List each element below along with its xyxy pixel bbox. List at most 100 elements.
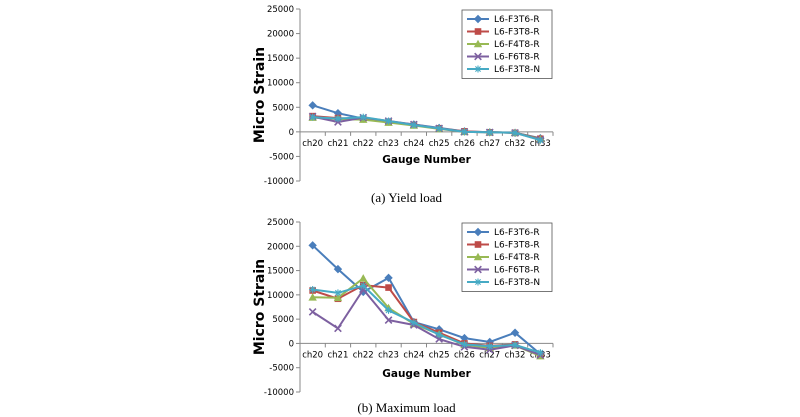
- caption: (a) Yield load: [371, 190, 442, 205]
- legend-label: L6-F3T8-N: [494, 65, 540, 75]
- x-tick-label: ch27: [479, 350, 500, 360]
- data-point: [334, 115, 342, 123]
- y-tick-label: 20000: [267, 30, 294, 40]
- series-line: [312, 287, 541, 357]
- data-point: [334, 289, 342, 297]
- data-point: [308, 101, 317, 110]
- x-tick-label: ch23: [378, 139, 399, 149]
- x-axis-label: Gauge Number: [382, 368, 471, 380]
- data-point: [473, 39, 483, 48]
- data-point: [435, 124, 443, 132]
- data-point: [474, 265, 482, 274]
- legend-entry: L6-F3T8-N: [467, 278, 540, 288]
- x-tick-label: ch32: [505, 350, 526, 360]
- data-point: [384, 273, 393, 283]
- data-point: [486, 128, 494, 136]
- data-point: [473, 227, 483, 237]
- data-point: [308, 293, 317, 301]
- data-point: [359, 274, 368, 282]
- legend-label: L6-F3T8-R: [494, 28, 540, 38]
- data-point: [333, 264, 343, 274]
- data-point: [385, 284, 392, 291]
- x-tick-label: ch21: [328, 139, 349, 149]
- y-tick-label: 10000: [267, 291, 294, 301]
- y-tick-label: 0: [289, 339, 294, 349]
- data-point: [333, 293, 343, 302]
- data-point: [511, 341, 519, 349]
- y-tick-label: 15000: [267, 54, 294, 64]
- y-tick-label: 0: [289, 128, 294, 138]
- series-line: [312, 116, 541, 142]
- data-point: [474, 28, 482, 35]
- x-tick-label: ch23: [378, 350, 399, 360]
- y-tick-label: 5000: [272, 103, 294, 113]
- series-group: [308, 101, 545, 144]
- data-point: [309, 286, 317, 294]
- caption: (b) Maximum load: [357, 400, 456, 415]
- legend: L6-F3T6-R L6-F3T8-R L6-F4T8-R L6-F6T8-R L6-F…: [461, 9, 553, 79]
- legend-label: L6-F3T8-N: [494, 278, 540, 288]
- data-point: [473, 252, 483, 261]
- y-tick-label: 25000: [267, 5, 294, 15]
- y-tick-label: 5000: [272, 315, 294, 325]
- legend-entry: L6-F3T8-N: [467, 65, 540, 75]
- y-tick-label: 10000: [267, 79, 294, 89]
- y-tick-label: -10000: [264, 388, 294, 398]
- y-tick-label: 25000: [267, 218, 294, 228]
- data-point: [308, 241, 317, 250]
- x-tick-label: ch26: [454, 139, 475, 149]
- y-tick-label: -5000: [269, 364, 294, 374]
- x-tick-label: ch20: [302, 139, 323, 149]
- legend-label: L6-F6T8-R: [494, 266, 540, 276]
- x-tick-label: ch21: [328, 350, 349, 360]
- legend-label: L6-F4T8-R: [494, 40, 540, 50]
- legend-label: L6-F3T8-R: [494, 241, 540, 251]
- series-group: [308, 241, 545, 360]
- legend-entry: L6-F3T6-R: [467, 14, 540, 25]
- legend-label: L6-F4T8-R: [494, 253, 540, 263]
- data-point: [308, 307, 317, 316]
- data-point: [385, 117, 393, 125]
- legend-entry: L6-F4T8-R: [467, 39, 540, 50]
- y-tick-label: 15000: [267, 267, 294, 277]
- legend-entry: L6-F4T8-R: [467, 252, 540, 263]
- data-point: [359, 113, 367, 121]
- legend-label: L6-F6T8-R: [494, 53, 540, 63]
- data-point: [536, 136, 544, 144]
- series-line: [311, 244, 542, 355]
- legend-label: L6-F3T6-R: [494, 228, 540, 238]
- data-point: [474, 52, 482, 61]
- legend-entry: L6-F3T6-R: [467, 227, 540, 238]
- legend-entry: L6-F3T8-R: [467, 28, 540, 38]
- chart-maximum-load: -10000 -5000 0 5000 10000 15000 20000 25000 ch20…: [252, 218, 554, 415]
- series-l6-f6t8-r: [308, 285, 545, 359]
- data-point: [473, 14, 483, 24]
- x-tick-label: ch33: [530, 139, 551, 149]
- y-tick-label: 20000: [267, 242, 294, 252]
- data-point: [334, 324, 342, 333]
- x-tick-label: ch22: [353, 350, 374, 360]
- data-point: [536, 349, 544, 357]
- data-point: [309, 113, 317, 121]
- legend-entry: L6-F3T8-R: [467, 241, 540, 251]
- x-tick-label: ch22: [353, 139, 374, 149]
- data-point: [435, 331, 443, 339]
- x-tick-label: ch32: [505, 139, 526, 149]
- series-l6-f3t8-n: [309, 282, 544, 357]
- x-tick-label: ch26: [454, 350, 475, 360]
- y-tick-label: -5000: [269, 152, 294, 162]
- x-axis-label: Gauge Number: [382, 154, 471, 166]
- x-tick-label: ch24: [403, 350, 424, 360]
- data-point: [486, 342, 494, 350]
- data-point: [510, 328, 520, 337]
- series-line: [312, 284, 541, 354]
- legend-entry: L6-F6T8-R: [467, 266, 540, 276]
- data-point: [474, 241, 482, 248]
- data-point: [384, 316, 393, 324]
- x-tick-label: ch20: [302, 350, 323, 360]
- x-tick-label: ch24: [403, 139, 424, 149]
- y-axis-label: Micro Strain: [252, 47, 268, 143]
- data-point: [410, 121, 418, 129]
- chart-yield-load: -10000 -5000 0 5000 10000 15000 20000 25000 ch20…: [252, 5, 554, 205]
